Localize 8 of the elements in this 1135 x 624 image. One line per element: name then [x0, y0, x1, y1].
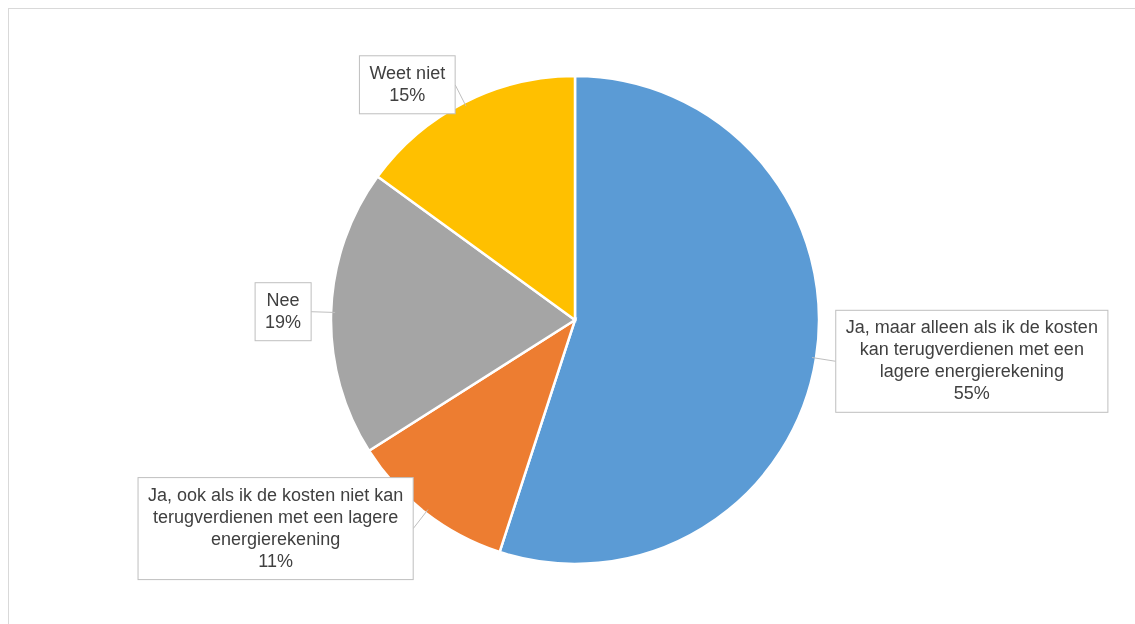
- data-label: 11%: [258, 550, 293, 571]
- data-label: 15%: [389, 84, 426, 105]
- slice-label: Weet niet: [369, 62, 446, 83]
- slice-label: Nee: [266, 289, 300, 310]
- data-label: 19%: [265, 311, 302, 332]
- slice-label: Ja, maar alleen als ik de kosten kan terugverdienen met een lagere energierekening: [845, 317, 1098, 382]
- data-label: 55%: [953, 383, 990, 404]
- slice-label: Ja, ook als ik de kosten niet kan terugverdienen met een lagere energierekening: [148, 484, 404, 549]
